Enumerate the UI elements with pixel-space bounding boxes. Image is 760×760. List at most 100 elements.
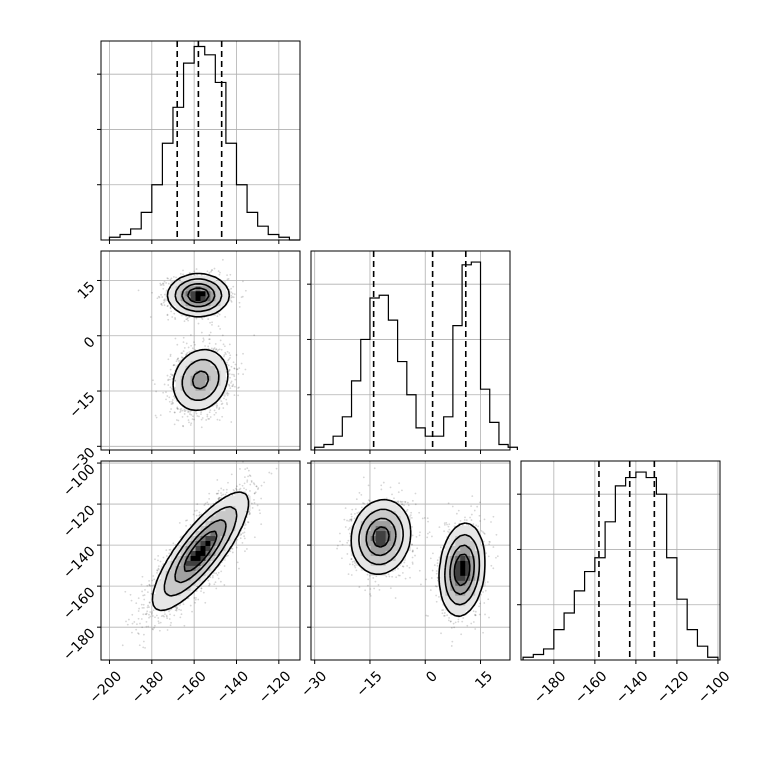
density-cell: [185, 280, 191, 287]
density-cell: [180, 390, 186, 396]
scatter-point: [180, 410, 182, 412]
scatter-point: [186, 352, 189, 354]
scatter-point: [255, 485, 258, 488]
density-cell: [215, 285, 221, 292]
density-cell: [175, 370, 181, 376]
scatter-point: [191, 418, 194, 421]
density-cell: [220, 370, 226, 376]
scatter-point: [222, 489, 225, 491]
scatter-point: [162, 287, 165, 290]
scatter-point: [189, 413, 191, 415]
scatter-point: [163, 300, 166, 302]
scatter-point: [226, 403, 229, 406]
scatter-point: [207, 418, 210, 420]
scatter-point: [224, 351, 227, 354]
scatter-point: [216, 492, 219, 495]
density-cell: [200, 295, 206, 302]
scatter-point: [186, 317, 189, 319]
scatter-point: [168, 552, 171, 555]
scatter-point: [224, 493, 227, 496]
density-cell: [195, 375, 201, 381]
scatter-point: [260, 523, 263, 526]
density-cell: [175, 305, 181, 312]
scatter-point: [180, 613, 183, 616]
scatter-point: [225, 402, 228, 404]
scatter-point: [194, 343, 196, 346]
density-cell: [170, 285, 177, 292]
scatter-point: [220, 403, 223, 406]
scatter-point: [188, 316, 191, 319]
density-cell: [200, 395, 206, 401]
scatter-point: [186, 415, 189, 418]
density-cell: [185, 395, 191, 401]
scatter-point: [227, 481, 229, 484]
hist-x-panel: [97, 40, 301, 244]
scatter-point: [247, 521, 249, 523]
scatter-point: [208, 584, 210, 587]
scatter-point: [170, 310, 173, 313]
density-cell: [210, 395, 216, 401]
scatter-point: [247, 475, 249, 478]
density-cell: [220, 290, 226, 297]
scatter-point: [147, 604, 149, 607]
scatter-point: [227, 278, 230, 280]
density-cell: [180, 365, 186, 371]
scatter-point: [230, 300, 233, 303]
scatter-point: [200, 411, 203, 414]
density-cell: [215, 385, 221, 391]
scatter-point: [182, 424, 184, 427]
scatter-point: [182, 350, 185, 352]
scatter-point: [208, 271, 211, 274]
density-cell: [220, 285, 226, 292]
xy-plot-area: [137, 258, 256, 429]
scatter-point: [215, 402, 218, 405]
scatter-point: [195, 509, 198, 512]
scatter-point: [150, 592, 153, 595]
density-cell: [210, 285, 216, 292]
density-cell: [205, 380, 211, 386]
scatter-point: [183, 347, 186, 349]
density-cell: [190, 275, 196, 282]
scatter-point: [178, 522, 181, 524]
scatter-point: [208, 583, 211, 586]
scatter-point: [200, 587, 203, 590]
scatter-point: [169, 624, 172, 627]
scatter-point: [275, 467, 278, 470]
scatter-point: [212, 575, 214, 577]
scatter-point: [214, 581, 217, 584]
scatter-point: [175, 419, 178, 421]
scatter-point: [204, 601, 207, 604]
scatter-point: [153, 383, 156, 386]
density-cell: [200, 280, 206, 287]
scatter-point: [201, 318, 204, 321]
scatter-point: [235, 546, 238, 549]
scatter-point: [185, 524, 187, 527]
scatter-point: [208, 582, 211, 585]
scatter-point: [163, 383, 166, 386]
scatter-point: [207, 503, 210, 506]
scatter-point: [226, 278, 229, 281]
scatter-point: [230, 380, 233, 383]
scatter-point: [171, 316, 174, 318]
scatter-point: [167, 379, 169, 382]
scatter-point: [153, 626, 156, 629]
scatter-point: [152, 575, 155, 577]
density-cell: [190, 350, 196, 356]
density-cell: [210, 275, 216, 282]
scatter-point: [172, 395, 175, 398]
density-cell: [180, 370, 186, 376]
scatter-point: [220, 494, 223, 497]
scatter-point: [167, 282, 170, 285]
scatter-point: [189, 410, 192, 413]
scatter-point: [201, 417, 204, 419]
hist-x-step-line: [108, 45, 300, 241]
density-cell: [185, 285, 191, 292]
scatter-point: [228, 384, 231, 387]
scatter-point: [168, 400, 171, 403]
scatter-point: [177, 419, 180, 422]
scatter-point: [131, 613, 134, 616]
scatter-point: [223, 345, 226, 348]
scatter-point: [144, 646, 146, 649]
scatter-point: [148, 613, 150, 616]
density-cell: [200, 310, 206, 317]
